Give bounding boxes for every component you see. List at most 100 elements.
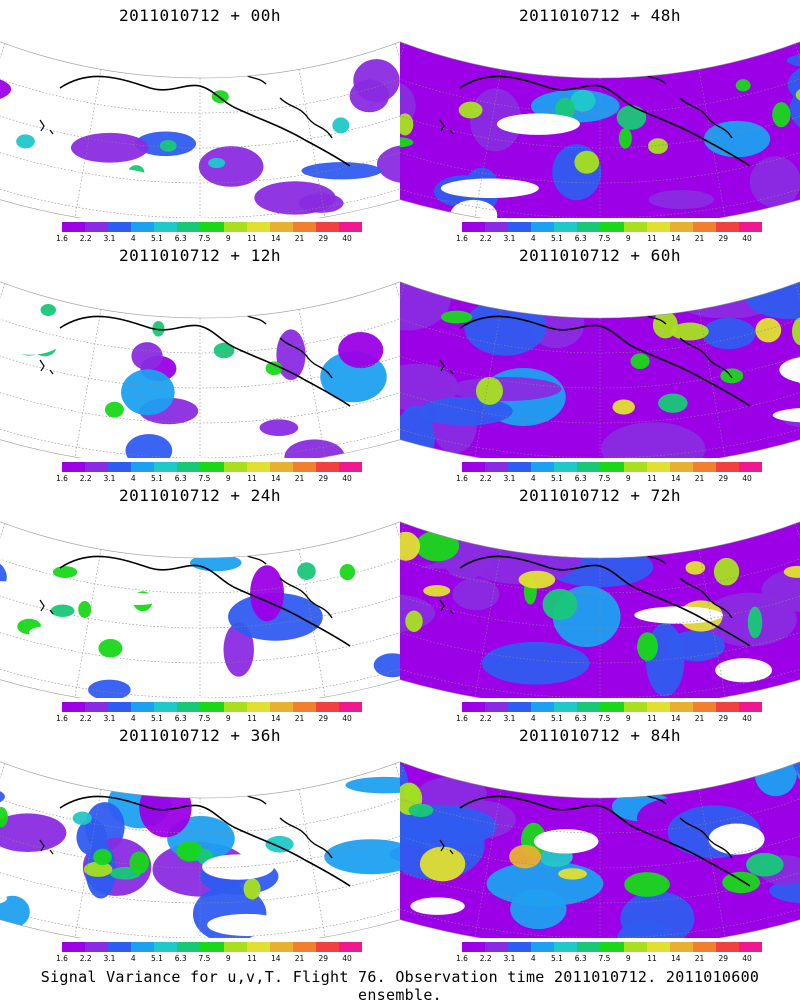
colorbar-swatch bbox=[223, 702, 247, 712]
colorbar-tick-label: 7.5 bbox=[598, 474, 611, 483]
colorbar-swatch bbox=[554, 462, 578, 472]
colorbar-tick-label: 4 bbox=[130, 954, 136, 963]
variance-field bbox=[400, 748, 800, 938]
variance-field bbox=[0, 748, 400, 938]
colorbar-36h bbox=[62, 942, 363, 952]
colorbar-tick-label: 1.6 bbox=[56, 714, 68, 723]
colorbar-swatch bbox=[338, 942, 363, 952]
colorbar-tick-label: 2.2 bbox=[479, 714, 492, 723]
colorbar-swatch bbox=[85, 942, 109, 952]
colorbar-swatch bbox=[531, 462, 555, 472]
colorbar-swatch bbox=[269, 702, 293, 712]
map-panel-24h: 2011010712 + 24h 1.6 2.2 3.1 4 5.1 6.3 7.5 9 11 14… bbox=[0, 480, 400, 723]
colorbar-swatch bbox=[715, 942, 739, 952]
colorbar-tick-label: 40 bbox=[342, 474, 352, 483]
colorbar-tick-label: 2.2 bbox=[79, 234, 92, 243]
coastline bbox=[59, 75, 351, 167]
colorbar-swatch bbox=[85, 462, 109, 472]
colorbar-swatch bbox=[131, 942, 155, 952]
panel-title-36h: 2011010712 + 36h bbox=[118, 726, 282, 745]
variance-field bbox=[0, 268, 400, 458]
colorbar-tick-label: 21 bbox=[694, 714, 705, 723]
colorbar-tick-label: 11 bbox=[247, 234, 257, 243]
colorbar-tick-label: 40 bbox=[742, 234, 752, 243]
colorbar-tick-label: 2.2 bbox=[79, 954, 92, 963]
colorbar-swatch bbox=[223, 462, 247, 472]
colorbar-swatch bbox=[485, 222, 509, 232]
map-panel-48h: 2011010712 + 48h 1.6 2.2 3.1 4 5.1 6.3 7.5 9 11 14… bbox=[400, 0, 800, 243]
colorbar-swatch bbox=[177, 462, 201, 472]
colorbar-tick-label: 4 bbox=[530, 234, 536, 243]
colorbar-swatch bbox=[200, 462, 224, 472]
colorbar-tick-label: 29 bbox=[318, 954, 329, 963]
colorbar-swatch bbox=[462, 702, 486, 712]
colorbar-tick-label: 1.6 bbox=[56, 474, 68, 483]
colorbar-swatch bbox=[646, 222, 670, 232]
variance-field bbox=[0, 508, 400, 698]
colorbar-swatch bbox=[600, 222, 624, 232]
colorbar-swatch bbox=[315, 462, 339, 472]
colorbar-swatch bbox=[669, 462, 693, 472]
colorbar-swatch bbox=[738, 462, 763, 472]
colorbar-tick-label: 2.2 bbox=[479, 234, 492, 243]
colorbar-swatch bbox=[646, 702, 670, 712]
colorbar-swatch bbox=[315, 702, 339, 712]
colorbar-labels-36h: 1.6 2.2 3.1 4 5.1 6.3 7.5 9 11 14 21 29 40 bbox=[56, 954, 362, 964]
colorbar-swatch bbox=[623, 942, 647, 952]
colorbar-tick-label: 7.5 bbox=[198, 954, 211, 963]
colorbar-tick-label: 4 bbox=[530, 954, 536, 963]
colorbar-swatch bbox=[200, 942, 224, 952]
colorbar-swatch bbox=[315, 222, 339, 232]
colorbar-swatch bbox=[600, 702, 624, 712]
colorbar-72h bbox=[462, 702, 763, 712]
colorbar-labels-48h: 1.6 2.2 3.1 4 5.1 6.3 7.5 9 11 14 21 29 40 bbox=[456, 234, 762, 244]
colorbar-swatch bbox=[246, 942, 270, 952]
colorbar-swatch bbox=[246, 702, 270, 712]
colorbar-tick-label: 14 bbox=[270, 474, 281, 483]
variance-field bbox=[400, 508, 800, 698]
colorbar-tick-label: 7.5 bbox=[598, 234, 611, 243]
colorbar-tick-label: 4 bbox=[130, 474, 136, 483]
panel-title-12h: 2011010712 + 12h bbox=[118, 246, 282, 265]
colorbar-swatch bbox=[531, 942, 555, 952]
colorbar-swatch bbox=[554, 702, 578, 712]
colorbar-labels-12h: 1.6 2.2 3.1 4 5.1 6.3 7.5 9 11 14 21 29 40 bbox=[56, 474, 362, 484]
colorbar-60h bbox=[462, 462, 763, 472]
colorbar-swatch bbox=[738, 222, 763, 232]
colorbar-swatch bbox=[108, 222, 132, 232]
colorbar-swatch bbox=[269, 462, 293, 472]
colorbar-swatch bbox=[692, 222, 716, 232]
colorbar-swatch bbox=[669, 702, 693, 712]
coastline bbox=[459, 555, 751, 647]
colorbar-tick-label: 2.2 bbox=[79, 474, 92, 483]
colorbar-tick-label: 11 bbox=[647, 954, 657, 963]
map-boundary bbox=[400, 281, 800, 458]
colorbar-swatch bbox=[154, 942, 178, 952]
colorbar-tick-label: 14 bbox=[670, 954, 681, 963]
forecast-map-00h bbox=[0, 28, 400, 218]
colorbar-swatch bbox=[154, 702, 178, 712]
colorbar-swatch bbox=[485, 462, 509, 472]
colorbar-swatch bbox=[692, 702, 716, 712]
colorbar-tick-label: 6.3 bbox=[574, 474, 587, 483]
colorbar-tick-label: 9 bbox=[225, 954, 231, 963]
colorbar-swatch bbox=[292, 462, 316, 472]
colorbar-48h bbox=[462, 222, 763, 232]
colorbar-swatch bbox=[246, 222, 270, 232]
colorbar-tick-label: 6.3 bbox=[574, 714, 587, 723]
colorbar-labels-00h: 1.6 2.2 3.1 4 5.1 6.3 7.5 9 11 14 21 29 40 bbox=[56, 234, 362, 244]
colorbar-tick-label: 29 bbox=[318, 474, 329, 483]
colorbar-swatch bbox=[85, 702, 109, 712]
colorbar-tick-label: 6.3 bbox=[174, 474, 187, 483]
colorbar-tick-label: 6.3 bbox=[174, 954, 187, 963]
figure-caption: Signal Variance for u,v,T. Flight 76. Ob… bbox=[40, 968, 760, 1004]
colorbar-tick-label: 40 bbox=[342, 954, 352, 963]
coastline bbox=[459, 75, 751, 167]
colorbar-swatch bbox=[738, 702, 763, 712]
colorbar-swatch bbox=[292, 702, 316, 712]
colorbar-tick-label: 9 bbox=[625, 234, 631, 243]
colorbar-tick-label: 5.1 bbox=[151, 474, 163, 483]
colorbar-tick-label: 14 bbox=[670, 234, 681, 243]
colorbar-tick-label: 9 bbox=[625, 954, 631, 963]
